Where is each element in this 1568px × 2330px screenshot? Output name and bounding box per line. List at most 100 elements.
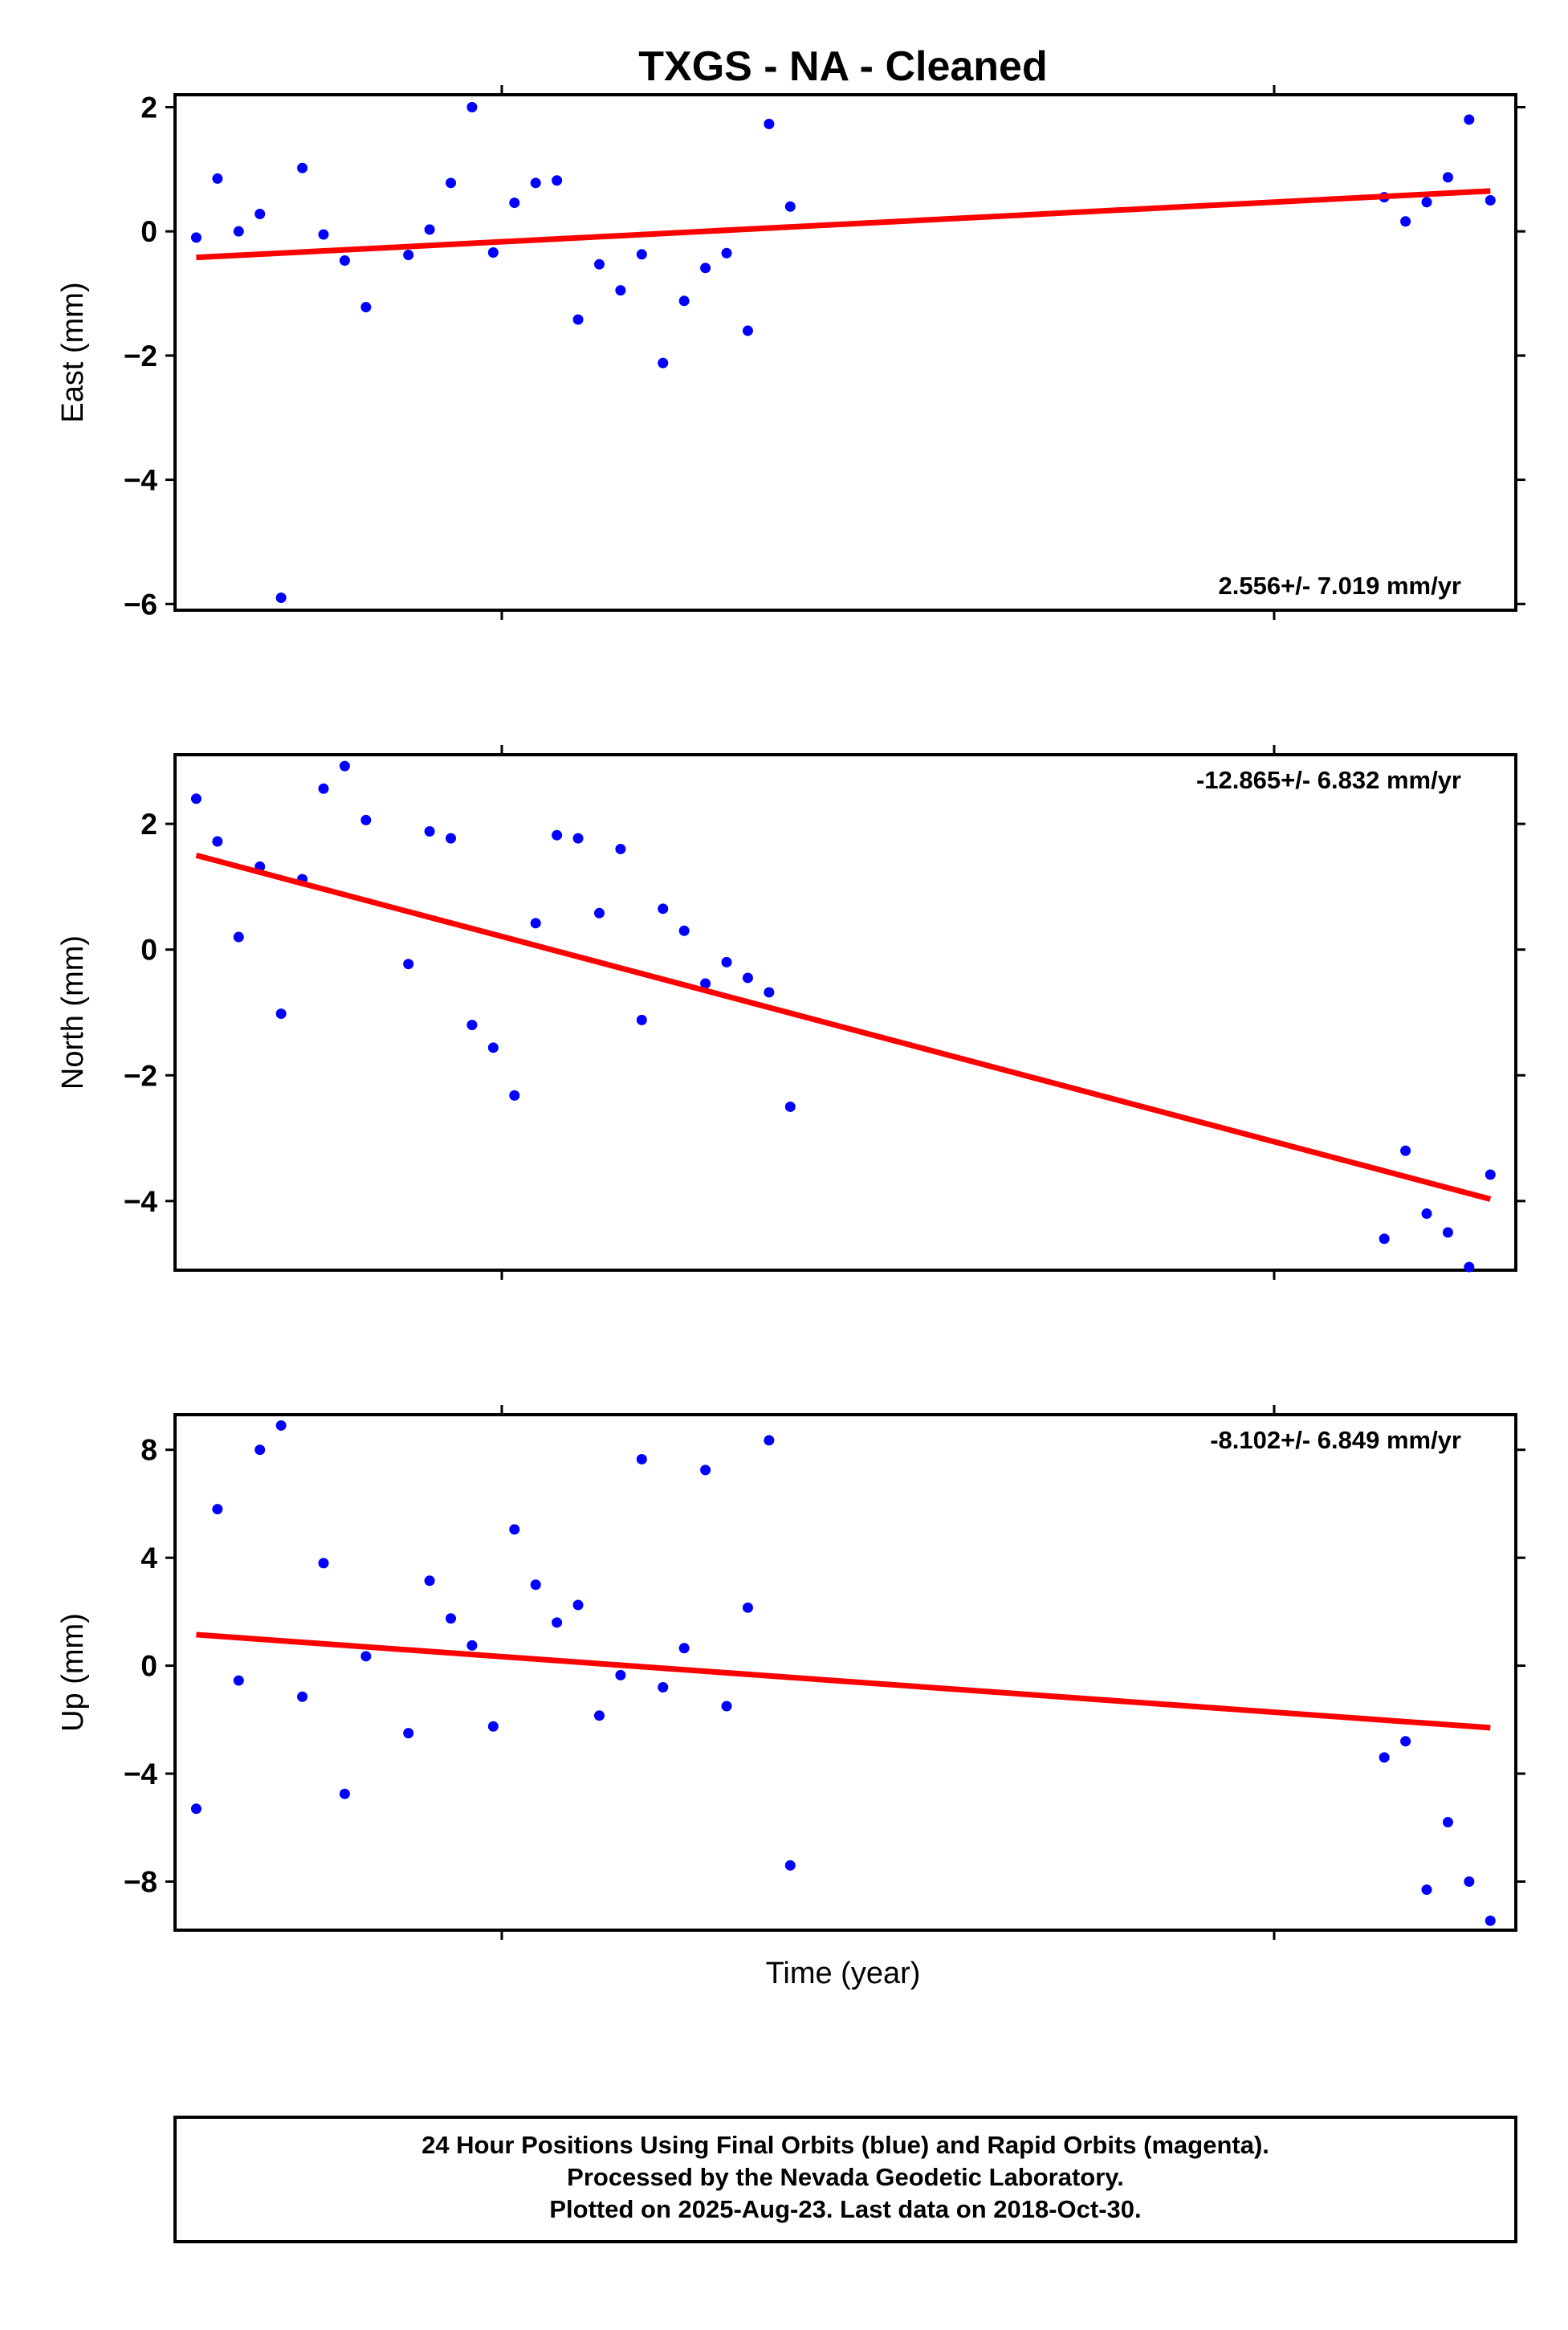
up-data-point [360,1651,372,1662]
up-data-point [1442,1817,1453,1828]
north-ytick-label: −4 [124,1185,158,1218]
north-data-point [190,793,202,805]
north-data-point [764,987,775,998]
east-data-point [1442,172,1453,183]
north-rate-label: -12.865+/- 6.832 mm/yr [1196,766,1461,794]
footer-line-3: Plotted on 2025-Aug-23. Last data on 201… [549,2195,1141,2223]
x-axis-label: Time (year) [766,1957,921,1990]
up-data-point [593,1710,605,1721]
up-data-point [721,1701,732,1712]
east-data-point [466,101,478,112]
east-data-point [784,201,796,212]
up-data-point [1464,1876,1475,1887]
east-data-point [721,247,732,259]
east-data-point [339,255,350,267]
north-data-point [721,956,732,967]
east-data-point [275,593,287,604]
east-data-point [615,285,626,296]
north-data-point [339,760,350,772]
north-data-point [658,903,669,914]
up-data-point [615,1669,626,1680]
east-data-point [446,177,457,189]
north-data-point [552,829,563,841]
north-data-point [593,907,605,919]
up-ytick-label: −8 [124,1865,157,1898]
north-data-point [233,931,244,943]
up-data-point [487,1721,499,1732]
north-data-point [212,836,223,847]
up-data-point [700,1464,711,1476]
plot-title: TXGS - NA - Cleaned [638,43,1047,90]
east-data-point [1421,197,1432,208]
north-data-point [1442,1227,1453,1238]
up-ytick-label: 4 [141,1542,157,1574]
east-ytick-label: 0 [141,215,157,248]
north-trend-line [195,852,1492,1202]
up-data-point [403,1728,414,1739]
east-data-point [297,162,308,173]
up-data-point [466,1640,478,1651]
up-data-point [190,1803,202,1815]
north-data-point [615,843,626,854]
east-data-point [678,295,690,307]
north-data-point [700,978,711,989]
east-data-point [572,314,584,325]
north-data-point [1485,1169,1496,1180]
up-data-point [318,1558,329,1569]
up-data-point [1421,1884,1432,1896]
up-trend-line [196,1631,1491,1731]
up-data-point [572,1599,584,1611]
east-data-point [764,118,775,129]
north-data-point [275,1008,287,1020]
east-data-point [1485,194,1496,206]
north-data-point [678,925,690,936]
up-ytick-label: −4 [124,1758,158,1790]
north-ytick-label: −2 [124,1059,157,1092]
east-data-point [742,325,753,336]
up-data-point [424,1575,435,1587]
east-data-point [487,246,499,258]
east-data-point [509,198,520,209]
east-data-point [403,250,414,261]
east-data-point [530,177,541,189]
north-panel: 2 0 −2 −4 North (mm) -12.865+/- 6.832 mm/yr [56,745,1525,1280]
up-data-point [509,1524,520,1535]
up-ytick-label: 8 [141,1434,157,1467]
up-y-axis-label: Up (mm) [56,1613,90,1732]
north-data-point [784,1101,796,1112]
up-data-point [636,1453,647,1464]
north-data-point [742,972,753,984]
east-data-point [190,232,202,243]
north-data-point [572,833,584,844]
east-ytick-label: −4 [124,464,158,497]
up-data-point [784,1860,796,1871]
footer-frame [173,2116,1517,2243]
east-data-point [360,302,372,313]
north-data-point [1464,1261,1475,1273]
east-frame [173,93,1517,612]
north-frame [173,753,1517,1272]
east-data-point [424,224,435,235]
east-data-point [1400,216,1411,227]
east-data-point [212,173,223,184]
north-ytick-label: 2 [141,808,157,841]
north-data-point [360,814,372,825]
east-data-point [593,259,605,270]
east-data-point [552,175,563,186]
north-data-point [530,918,541,929]
up-data-point [742,1602,753,1613]
footer-line-1: 24 Hour Positions Using Final Orbits (bl… [422,2131,1269,2159]
up-data-point [233,1675,244,1686]
up-data-point [1400,1736,1411,1747]
up-rate-label: -8.102+/- 6.849 mm/yr [1210,1426,1461,1454]
up-data-point [678,1643,690,1654]
east-y-axis-label: East (mm) [56,282,90,422]
east-ytick-label: −2 [124,340,157,373]
north-y-axis-label: North (mm) [56,935,90,1090]
east-panel: 2 0 −2 −4 −6 East (mm) 2.556+/- 7.019 mm/yr [56,85,1525,621]
up-data-point [446,1613,457,1624]
up-panel: 8 4 0 −4 −8 Up (mm) -8.102+/- 6.849 mm/yr [56,1405,1525,1940]
footer-line-2: Processed by the Nevada Geodetic Laborat… [567,2163,1124,2191]
east-data-point [700,263,711,274]
east-data-point [318,229,329,240]
